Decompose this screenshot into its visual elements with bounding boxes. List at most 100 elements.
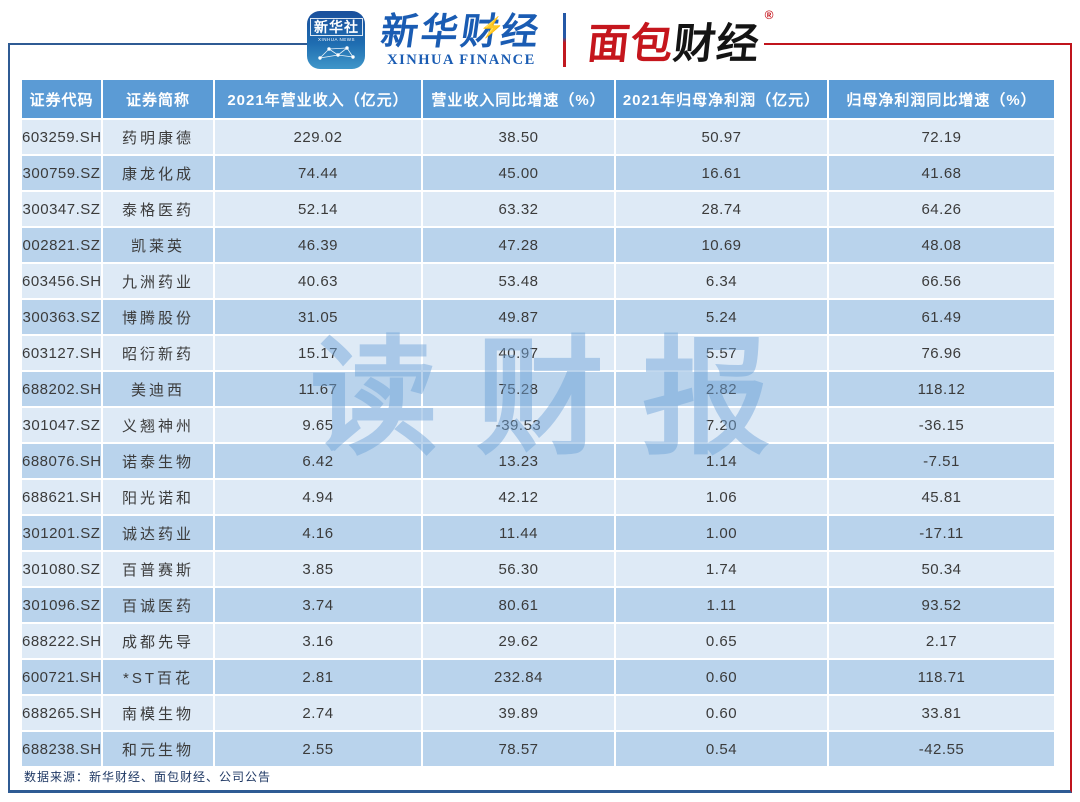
cell-security-name: 百诚医药 [101,586,215,624]
cell-revenue: 2.74 [213,694,423,732]
column-header-code: 证券代码 [20,78,103,120]
cell-security-code: 300759.SZ [20,154,103,192]
cell-profit-growth: -17.11 [827,514,1056,552]
frame-top-line-red [764,43,1072,45]
cell-security-name: 成都先导 [101,622,215,660]
mianbao-logo-red-text: 面包 [585,19,677,67]
cell-profit-growth: 33.81 [827,694,1056,732]
cell-security-name: 美迪西 [101,370,215,408]
cell-revenue-growth: 49.87 [421,298,616,336]
cell-profit: 0.65 [614,622,829,660]
mianbao-logo-black-text: 财经 [671,19,763,67]
cell-security-code: 688202.SH [20,370,103,408]
table-row: 688621.SH 阳光诺和 4.94 42.12 1.06 45.81 [20,478,1056,516]
cell-revenue-growth: 40.97 [421,334,616,372]
cell-revenue-growth: 13.23 [421,442,616,480]
table-row: 301096.SZ 百诚医药 3.74 80.61 1.11 93.52 [20,586,1056,624]
cell-revenue-growth: 80.61 [421,586,616,624]
cell-security-name: *ST百花 [101,658,215,696]
cell-security-name: 百普赛斯 [101,550,215,588]
column-header-revenue-growth: 营业收入同比增速（%） [421,78,616,120]
cell-revenue: 46.39 [213,226,423,264]
financial-table: 证券代码 证券简称 2021年营业收入（亿元） 营业收入同比增速（%） 2021… [20,78,1056,768]
cell-profit: 5.57 [614,334,829,372]
column-header-name: 证券简称 [101,78,215,120]
table-row: 002821.SZ 凯莱英 46.39 47.28 10.69 48.08 [20,226,1056,264]
column-header-profit: 2021年归母净利润（亿元） [614,78,829,120]
cell-security-name: 泰格医药 [101,190,215,228]
cell-revenue: 9.65 [213,406,423,444]
cell-revenue-growth: -39.53 [421,406,616,444]
column-header-profit-growth: 归母净利润同比增速（%） [827,78,1056,120]
cell-security-name: 阳光诺和 [101,478,215,516]
table-header-row: 证券代码 证券简称 2021年营业收入（亿元） 营业收入同比增速（%） 2021… [20,78,1056,120]
financial-table-container: 证券代码 证券简称 2021年营业收入（亿元） 营业收入同比增速（%） 2021… [20,78,1056,768]
cell-security-name: 诚达药业 [101,514,215,552]
cell-security-code: 688621.SH [20,478,103,516]
cell-security-code: 603456.SH [20,262,103,300]
cell-profit: 1.00 [614,514,829,552]
table-row: 300363.SZ 博腾股份 31.05 49.87 5.24 61.49 [20,298,1056,336]
table-row: 603259.SH 药明康德 229.02 38.50 50.97 72.19 [20,118,1056,156]
table-row: 688076.SH 诺泰生物 6.42 13.23 1.14 -7.51 [20,442,1056,480]
cell-revenue-growth: 45.00 [421,154,616,192]
cell-security-code: 301201.SZ [20,514,103,552]
cell-revenue: 52.14 [213,190,423,228]
cell-revenue-growth: 38.50 [421,118,616,156]
table-row: 300759.SZ 康龙化成 74.44 45.00 16.61 41.68 [20,154,1056,192]
table-row: 300347.SZ 泰格医药 52.14 63.32 28.74 64.26 [20,190,1056,228]
cell-revenue-growth: 47.28 [421,226,616,264]
cell-revenue-growth: 11.44 [421,514,616,552]
cell-profit: 1.74 [614,550,829,588]
cell-profit: 6.34 [614,262,829,300]
table-row: 301047.SZ 义翘神州 9.65 -39.53 7.20 -36.15 [20,406,1056,444]
cell-profit: 0.60 [614,658,829,696]
cell-profit: 2.82 [614,370,829,408]
cell-revenue: 2.81 [213,658,423,696]
frame-border [8,43,1072,793]
cell-profit-growth: 118.12 [827,370,1056,408]
table-row: 603456.SH 九洲药业 40.63 53.48 6.34 66.56 [20,262,1056,300]
cell-profit: 16.61 [614,154,829,192]
table-row: 688202.SH 美迪西 11.67 75.28 2.82 118.12 [20,370,1056,408]
xinhua-finance-logo: 新华财经 ⚡ XINHUA FINANCE [379,11,545,69]
cell-profit-growth: 76.96 [827,334,1056,372]
cell-profit: 10.69 [614,226,829,264]
cell-revenue-growth: 75.28 [421,370,616,408]
cell-revenue-growth: 232.84 [421,658,616,696]
table-row: 688222.SH 成都先导 3.16 29.62 0.65 2.17 [20,622,1056,660]
xinhua-news-icon-label: 新华社 [309,18,363,36]
cell-security-name: 和元生物 [101,730,215,768]
cell-security-code: 688265.SH [20,694,103,732]
cell-revenue: 31.05 [213,298,423,336]
xinhua-finance-cn-wordmark: 新华财经 ⚡ [378,10,545,52]
cell-security-code: 301096.SZ [20,586,103,624]
cell-revenue: 3.16 [213,622,423,660]
cell-profit-growth: -36.15 [827,406,1056,444]
cell-profit-growth: 50.34 [827,550,1056,588]
cell-profit-growth: 64.26 [827,190,1056,228]
cell-profit-growth: 48.08 [827,226,1056,264]
cell-security-name: 诺泰生物 [101,442,215,480]
cell-profit-growth: -42.55 [827,730,1056,768]
cell-security-code: 300347.SZ [20,190,103,228]
cell-revenue: 15.17 [213,334,423,372]
xinhua-finance-cn-text: 新华财经 [378,10,545,52]
cell-security-name: 药明康德 [101,118,215,156]
cell-security-code: 688222.SH [20,622,103,660]
cell-revenue: 3.74 [213,586,423,624]
cell-security-code: 603259.SH [20,118,103,156]
table-row: 600721.SH *ST百花 2.81 232.84 0.60 118.71 [20,658,1056,696]
cell-security-code: 688238.SH [20,730,103,768]
table-row: 301201.SZ 诚达药业 4.16 11.44 1.00 -17.11 [20,514,1056,552]
logo-divider [563,13,567,67]
cell-security-name: 昭衍新药 [101,334,215,372]
cell-security-code: 301047.SZ [20,406,103,444]
cell-revenue-growth: 29.62 [421,622,616,660]
cell-revenue: 40.63 [213,262,423,300]
cell-profit: 50.97 [614,118,829,156]
brand-bar: 新华社 XINHUA NEWS 新华财经 ⚡ XINHUA FINANCE 面包… [0,6,1080,74]
cell-revenue: 11.67 [213,370,423,408]
xinhua-finance-en-wordmark: XINHUA FINANCE [387,51,536,68]
